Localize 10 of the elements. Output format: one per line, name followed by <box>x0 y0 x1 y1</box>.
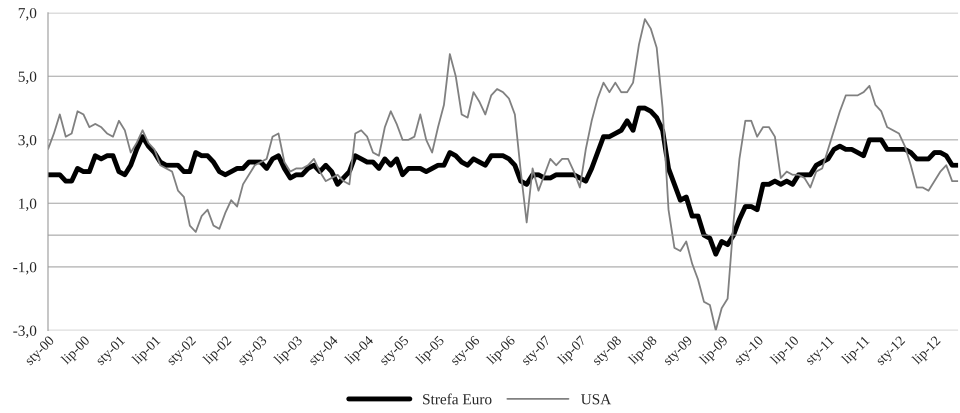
line-series <box>48 106 958 257</box>
y-tick-label: -3,0 <box>13 326 36 338</box>
y-tick-label: 7,0 <box>18 8 36 20</box>
legend-label: Strefa Euro <box>423 394 492 404</box>
y-tick-label: 3,0 <box>18 134 36 148</box>
y-tick-label: -1,0 <box>13 262 36 275</box>
y-tick-label: 5,0 <box>18 71 36 84</box>
line-series <box>48 18 958 330</box>
legend-label: USA <box>581 394 612 404</box>
y-tick-label: 1,0 <box>19 198 36 212</box>
